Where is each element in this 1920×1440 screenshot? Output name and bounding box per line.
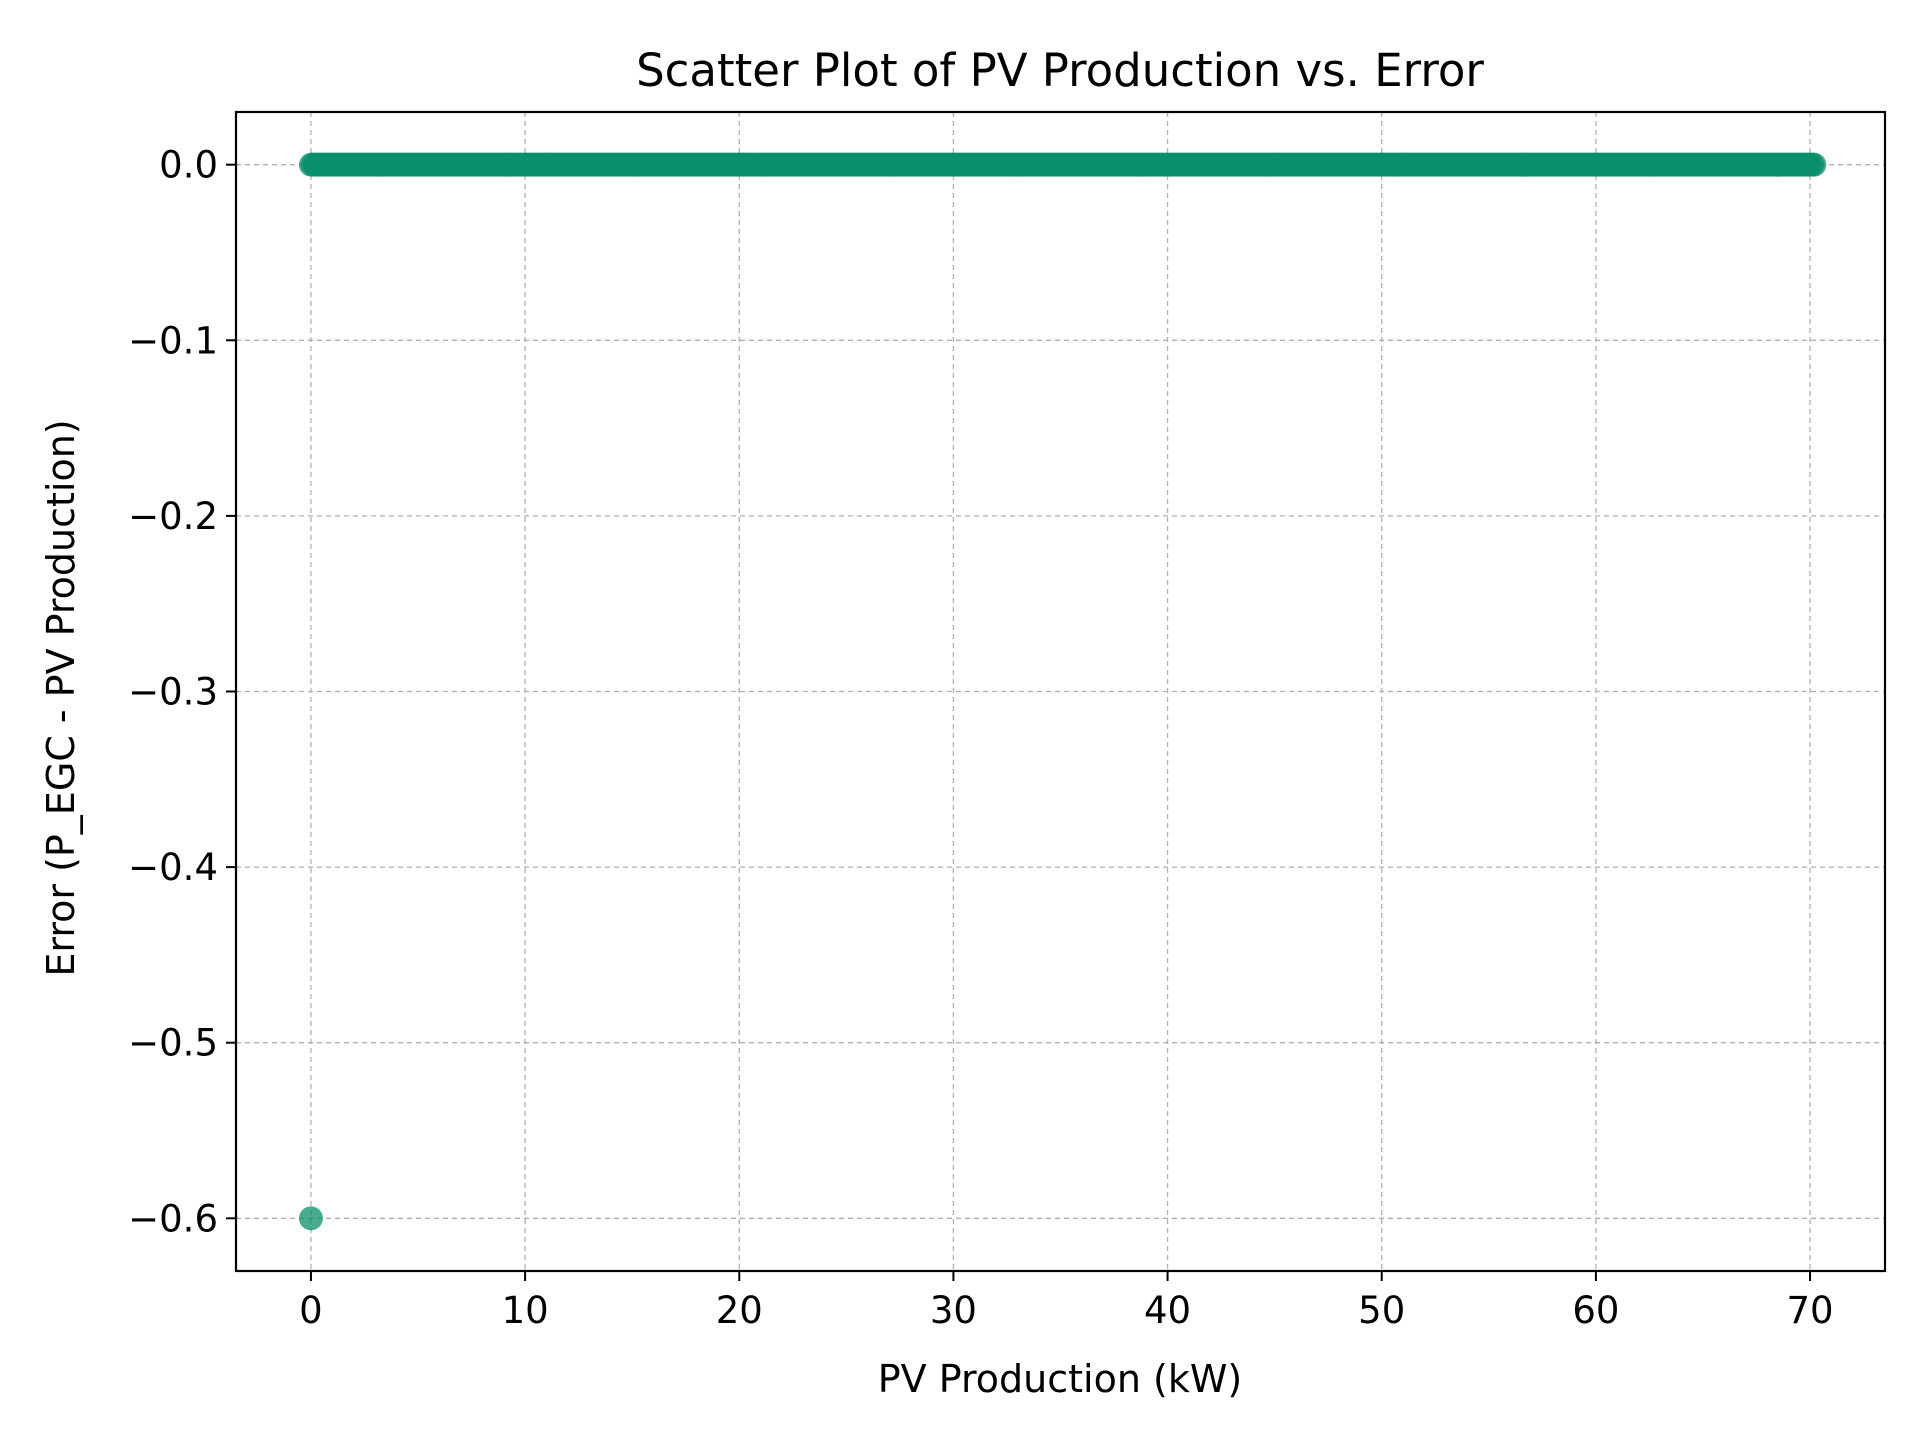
y-tick-label: 0.0	[159, 144, 218, 187]
y-tick-label: −0.2	[128, 495, 218, 538]
x-tick-label: 30	[930, 1289, 977, 1332]
y-axis-label: Error (P_EGC - PV Production)	[39, 419, 83, 976]
x-tick-label: 20	[716, 1289, 763, 1332]
data-point	[298, 1206, 323, 1231]
y-axis-ticks: 0.0 −0.1 −0.2 −0.3 −0.4 −0.5 −0.6	[128, 144, 236, 1240]
x-tick-label: 60	[1572, 1289, 1619, 1332]
y-tick-label: −0.5	[128, 1022, 218, 1065]
y-tick-label: −0.1	[128, 319, 218, 362]
data-points	[298, 152, 1827, 1231]
x-tick-label: 10	[502, 1289, 549, 1332]
y-tick-label: −0.3	[128, 671, 218, 714]
x-tick-label: 50	[1358, 1289, 1405, 1332]
x-tick-label: 40	[1144, 1289, 1191, 1332]
x-axis-label: PV Production (kW)	[878, 1357, 1242, 1401]
grid	[236, 112, 1885, 1271]
x-tick-label: 70	[1786, 1289, 1833, 1332]
x-axis-ticks: 0 10 20 30 40 50 60 70	[299, 1271, 1834, 1332]
y-tick-label: −0.4	[128, 846, 218, 889]
chart-title: Scatter Plot of PV Production vs. Error	[636, 44, 1484, 97]
y-tick-label: −0.6	[128, 1197, 218, 1240]
data-point	[1802, 152, 1827, 177]
x-tick-label: 0	[299, 1289, 323, 1332]
